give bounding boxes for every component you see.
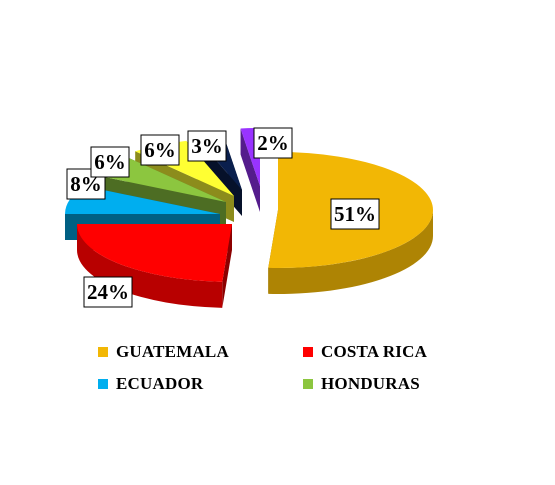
legend-item-guatemala: GUATEMALA — [98, 340, 229, 364]
pct-label-others-3: 2% — [257, 131, 289, 155]
legend-label-costa-rica: COSTA RICA — [321, 342, 428, 361]
pct-label-box-others-1 — [140, 134, 180, 166]
pct-label-costa-rica: 24% — [87, 280, 129, 304]
pct-label-box-costa-rica — [83, 276, 133, 308]
legend-swatch-guatemala — [98, 347, 108, 357]
legend-item-ecuador: ECUADOR — [98, 372, 203, 396]
pie-labels: 51%24%8%6% 6% 3% 2% — [66, 127, 380, 308]
pct-label-others-1: 6% — [144, 138, 176, 162]
pie-chart: 51%24%8%6% 6% 3% 2% — [65, 127, 433, 308]
pct-label-others-2: 3% — [191, 134, 223, 158]
legend-label-honduras: HONDURAS — [321, 374, 420, 393]
pct-label-box-guatemala — [330, 198, 380, 230]
pie-slice-costa-rica — [77, 224, 232, 282]
pie-slice-wall-costa-rica-0 — [222, 224, 232, 308]
pie-slice-wall-others-3-0 — [240, 128, 260, 212]
legend-swatch-honduras — [303, 379, 313, 389]
pct-label-box-honduras — [90, 146, 130, 178]
pie-slice-side-guatemala — [268, 210, 433, 294]
legend-label-guatemala: GUATEMALA — [116, 342, 229, 361]
legend-swatch-ecuador — [98, 379, 108, 389]
legend-swatch-costa-rica — [303, 347, 313, 357]
legend-item-honduras: HONDURAS — [303, 372, 420, 396]
pct-label-guatemala: 51% — [334, 202, 376, 226]
pct-label-box-others-3 — [253, 127, 293, 159]
pct-label-honduras: 6% — [94, 150, 126, 174]
pct-label-box-others-2 — [187, 130, 227, 162]
legend-label-ecuador: ECUADOR — [116, 374, 204, 393]
legend-item-costa-rica: COSTA RICA — [303, 340, 427, 364]
